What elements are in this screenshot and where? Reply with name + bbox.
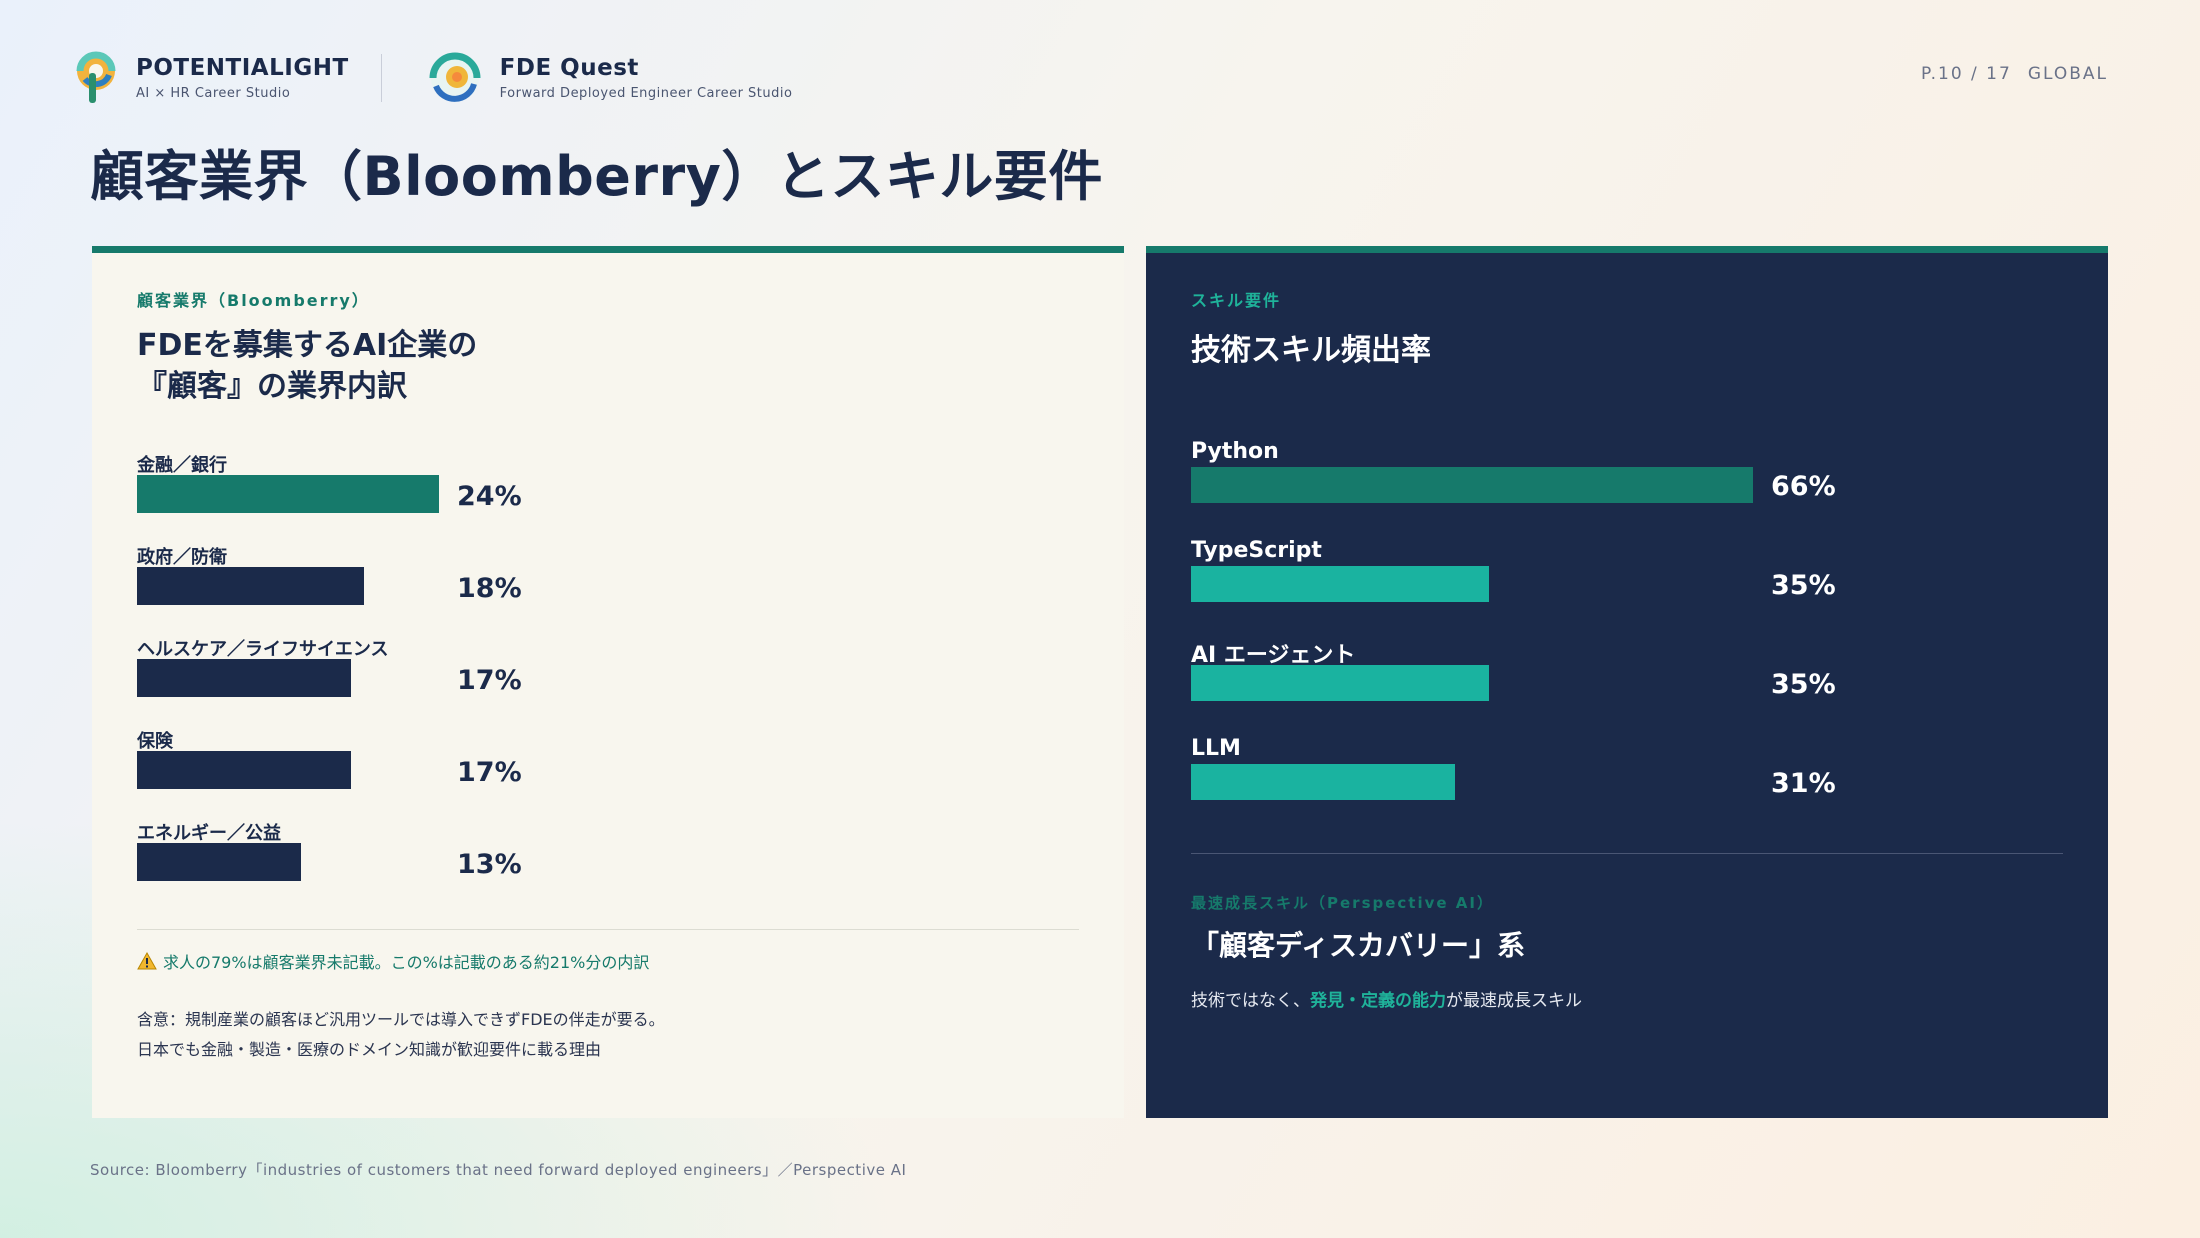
implication-line-1: 含意：規制産業の顧客ほど汎用ツールでは導入できずFDEの伴走が要る。 (137, 1010, 665, 1029)
desc-highlight: 発見・定義の能力 (1310, 991, 1446, 1011)
bar-value-label: 35% (1771, 669, 1836, 700)
bar-value-label: 31% (1771, 768, 1836, 799)
region-label: GLOBAL (2027, 64, 2108, 84)
bar (137, 843, 301, 881)
implication-line-2: 日本でも金融・製造・医療のドメイン知識が歓迎要件に載る理由 (137, 1040, 602, 1059)
bar-label: AI エージェント (1191, 643, 1356, 668)
source-citation: Source: Bloomberry「industries of custome… (90, 1161, 907, 1179)
right-divider (1191, 853, 2063, 854)
brand-fde-quest: FDE Quest Forward Deployed Engineer Care… (424, 50, 793, 106)
bar (137, 751, 351, 789)
industry-bar-chart: 金融／銀行 24% 政府／防衛 18% ヘルスケア／ライフサイエンス 17% 保険 17% エネ… (137, 451, 657, 891)
bar (137, 659, 351, 697)
brand2-subtitle: Forward Deployed Engineer Career Studio (499, 86, 793, 101)
brand2-name: FDE Quest (499, 55, 639, 81)
fastest-skill-description: 技術ではなく、発見・定義の能力が最速成長スキル (1191, 986, 1582, 1011)
fde-quest-logo-icon (429, 52, 481, 102)
customer-industry-card: 顧客業界（Bloomberry） FDEを募集するAI企業の 『顧客』の業界内訳… (92, 246, 1124, 1118)
bar-label: 金融／銀行 (137, 455, 227, 476)
bar-label: 保険 (137, 731, 173, 752)
brand1-subtitle: AI × HR Career Studio (136, 86, 291, 101)
bar-value-label: 18% (457, 573, 522, 604)
bar-label: ヘルスケア／ライフサイエンス (137, 639, 389, 660)
bar (1191, 467, 1753, 503)
bar (1191, 566, 1490, 602)
brand1-name: POTENTIALIGHT (136, 55, 349, 81)
bar-value-label: 66% (1771, 471, 1836, 502)
bar-value-label: 24% (457, 481, 522, 512)
page-number: P.10 / 17 (1921, 64, 2012, 84)
warning-note: 求人の79%は顧客業界未記載。この%は記載のある約21%分の内訳 (137, 949, 649, 973)
bar (1191, 665, 1490, 701)
bar-value-label: 17% (457, 757, 522, 788)
bar-label: LLM (1191, 736, 1241, 761)
skill-requirements-card: スキル要件 技術スキル頻出率 Python 66% TypeScript 35% AI … (1146, 246, 2108, 1118)
left-eyebrow: 顧客業界（Bloomberry） (137, 291, 370, 310)
skill-bar-chart: Python 66% TypeScript 35% AI エージェント 35% LLM 31% (1191, 439, 2091, 819)
bar-label: TypeScript (1191, 538, 1322, 563)
implication-text: 含意：規制産業の顧客ほど汎用ツールでは導入できずFDEの伴走が要る。 日本でも金… (137, 1005, 665, 1065)
page-title: 顧客業界（Bloomberry）とスキル要件 (90, 145, 1103, 208)
desc-suffix: が最速成長スキル (1446, 991, 1582, 1011)
bar (137, 567, 364, 605)
left-divider (137, 929, 1079, 930)
bar-value-label: 17% (457, 665, 522, 696)
right-heading: 技術スキル頻出率 (1191, 333, 1431, 368)
header-divider (380, 54, 382, 102)
fastest-skill-eyebrow: 最速成長スキル（Perspective AI） (1191, 894, 1494, 912)
brand-potentialight: POTENTIALIGHT AI × HR Career Studio (72, 49, 349, 107)
bar-value-label: 13% (457, 849, 522, 880)
header: POTENTIALIGHT AI × HR Career Studio FDE … (72, 48, 792, 108)
warning-icon (137, 952, 157, 970)
bar-label: 政府／防衛 (137, 547, 227, 568)
warning-text: 求人の79%は顧客業界未記載。この%は記載のある約21%分の内訳 (163, 953, 650, 972)
bar (137, 475, 439, 513)
left-heading: FDEを募集するAI企業の 『顧客』の業界内訳 (137, 328, 478, 404)
right-eyebrow: スキル要件 (1191, 291, 1282, 310)
desc-prefix: 技術ではなく、 (1191, 991, 1310, 1011)
bar-label: Python (1191, 439, 1279, 464)
bar (1191, 764, 1455, 800)
bar-value-label: 35% (1771, 570, 1836, 601)
page-indicator: P.10 / 17 GLOBAL (1921, 64, 2108, 84)
bar-label: エネルギー／公益 (137, 823, 281, 844)
fastest-skill-heading: 「顧客ディスカバリー」系 (1191, 929, 1526, 962)
potentialight-logo-icon (76, 51, 116, 103)
